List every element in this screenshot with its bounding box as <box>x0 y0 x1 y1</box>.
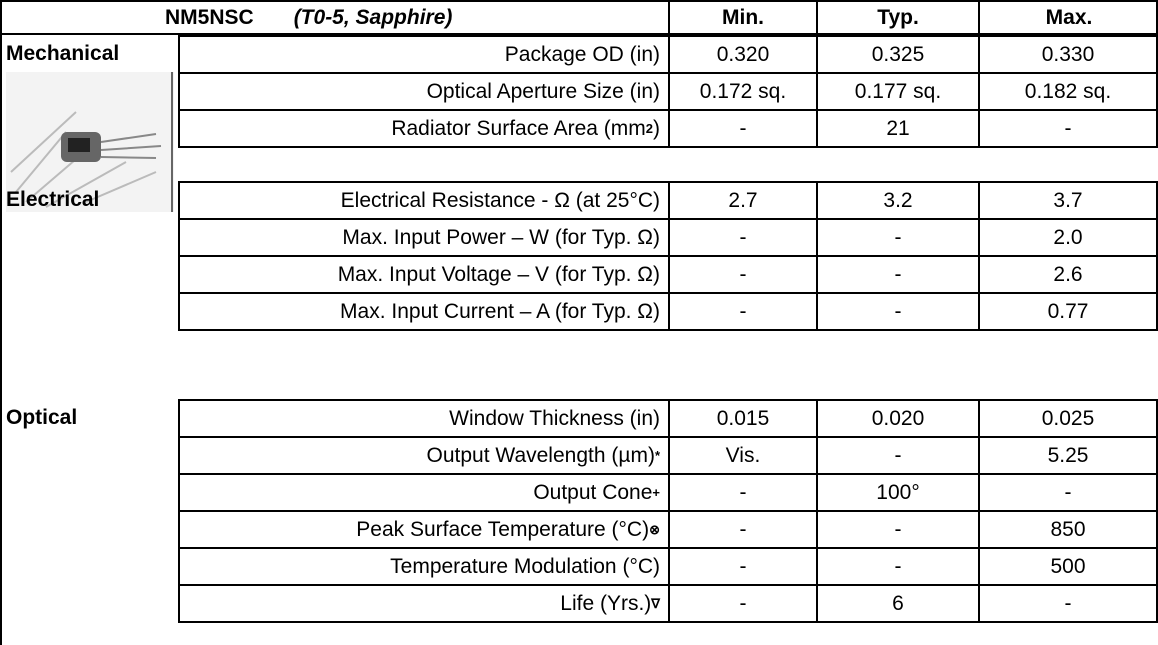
package: (T0-5, Sapphire) <box>293 5 453 29</box>
label-text: Peak Surface Temperature (°C) <box>356 517 650 541</box>
value-cell: 0.182 sq. <box>978 72 1158 111</box>
value-cell: 5.25 <box>978 436 1158 475</box>
label-text: Package OD (in) <box>504 42 660 66</box>
row-label: Max. Input Power – W (for Typ. Ω) <box>178 218 670 257</box>
row-label: Window Thickness (in) <box>178 399 670 438</box>
value-cell: 500 <box>978 547 1158 586</box>
header-row <box>0 0 1158 35</box>
value-cell: Vis. <box>668 436 818 475</box>
row-label: Output Wavelength (µm) * <box>178 436 670 475</box>
row-label: Max. Input Current – A (for Typ. Ω) <box>178 292 670 331</box>
value-cell: - <box>978 473 1158 512</box>
label-text: Max. Input Current – A (for Typ. Ω) <box>340 299 660 323</box>
label-sup: ⊗ <box>649 521 660 537</box>
value-cell: 0.020 <box>816 399 980 438</box>
value-cell: 0.320 <box>668 35 818 74</box>
value-cell: 0.177 sq. <box>816 72 980 111</box>
value-cell: 3.2 <box>816 181 980 220</box>
value-cell: 850 <box>978 510 1158 549</box>
value-cell: - <box>668 473 818 512</box>
value-cell: - <box>978 109 1158 148</box>
column-header: Typ. <box>816 0 978 35</box>
value-cell: 2.7 <box>668 181 818 220</box>
row-label: Package OD (in) <box>178 35 670 74</box>
value-cell: 0.325 <box>816 35 980 74</box>
value-cell: - <box>668 109 818 148</box>
label-sup: + <box>652 485 660 500</box>
label-text: Output Cone <box>533 480 653 504</box>
header-title: NM5NSC (T0-5, Sapphire) <box>165 0 452 35</box>
value-cell: - <box>668 292 818 331</box>
value-cell: - <box>668 510 818 549</box>
column-header: Min. <box>668 0 816 35</box>
value-cell: 0.015 <box>668 399 818 438</box>
value-cell: - <box>668 218 818 257</box>
value-cell: - <box>816 547 980 586</box>
section-label: Optical <box>6 405 78 429</box>
label-sup: * <box>654 448 660 463</box>
label-text: Optical Aperture Size (in) <box>426 79 660 103</box>
value-cell: - <box>668 547 818 586</box>
value-cell: - <box>816 255 980 294</box>
value-cell: 0.025 <box>978 399 1158 438</box>
value-cell: 0.77 <box>978 292 1158 331</box>
value-cell: 0.172 sq. <box>668 72 818 111</box>
column-header: Max. <box>978 0 1158 35</box>
value-cell: 0.330 <box>978 35 1158 74</box>
model: NM5NSC <box>165 5 254 29</box>
value-cell: 3.7 <box>978 181 1158 220</box>
value-cell: - <box>668 255 818 294</box>
section-label: Electrical <box>6 187 100 211</box>
row-label: Temperature Modulation (°C) <box>178 547 670 586</box>
value-cell: - <box>816 292 980 331</box>
row-label: Max. Input Voltage – V (for Typ. Ω) <box>178 255 670 294</box>
row-label: Output Cone + <box>178 473 670 512</box>
label-text: Window Thickness (in) <box>449 406 660 430</box>
label-text: Electrical Resistance - Ω (at 25°C) <box>340 188 660 212</box>
label-text: Temperature Modulation (°C) <box>390 554 660 578</box>
label-text: Life (Yrs.) <box>560 591 652 615</box>
label-text: Max. Input Voltage – V (for Typ. Ω) <box>337 262 660 286</box>
value-cell: - <box>978 584 1158 623</box>
label-text: Max. Input Power – W (for Typ. Ω) <box>342 225 660 249</box>
label-tail: ) <box>653 116 660 140</box>
row-label: Radiator Surface Area (mm 2) <box>178 109 670 148</box>
value-cell: - <box>816 436 980 475</box>
value-cell: 2.6 <box>978 255 1158 294</box>
value-cell: 2.0 <box>978 218 1158 257</box>
row-label: Optical Aperture Size (in) <box>178 72 670 111</box>
value-cell: - <box>668 584 818 623</box>
row-label: Electrical Resistance - Ω (at 25°C) <box>178 181 670 220</box>
section-label: Mechanical <box>6 41 120 65</box>
row-label: Life (Yrs.) ∇ <box>178 584 670 623</box>
product-photo <box>6 72 174 212</box>
value-cell: - <box>816 218 980 257</box>
label-text: Radiator Surface Area (mm <box>391 116 646 140</box>
label-text: Output Wavelength (µm) <box>426 443 655 467</box>
value-cell: 6 <box>816 584 980 623</box>
value-cell: 100° <box>816 473 980 512</box>
left-rule <box>0 35 2 645</box>
row-label: Peak Surface Temperature (°C) ⊗ <box>178 510 670 549</box>
label-sup: ∇ <box>651 595 660 611</box>
value-cell: - <box>816 510 980 549</box>
label-sup: 2 <box>645 121 653 136</box>
value-cell: 21 <box>816 109 980 148</box>
